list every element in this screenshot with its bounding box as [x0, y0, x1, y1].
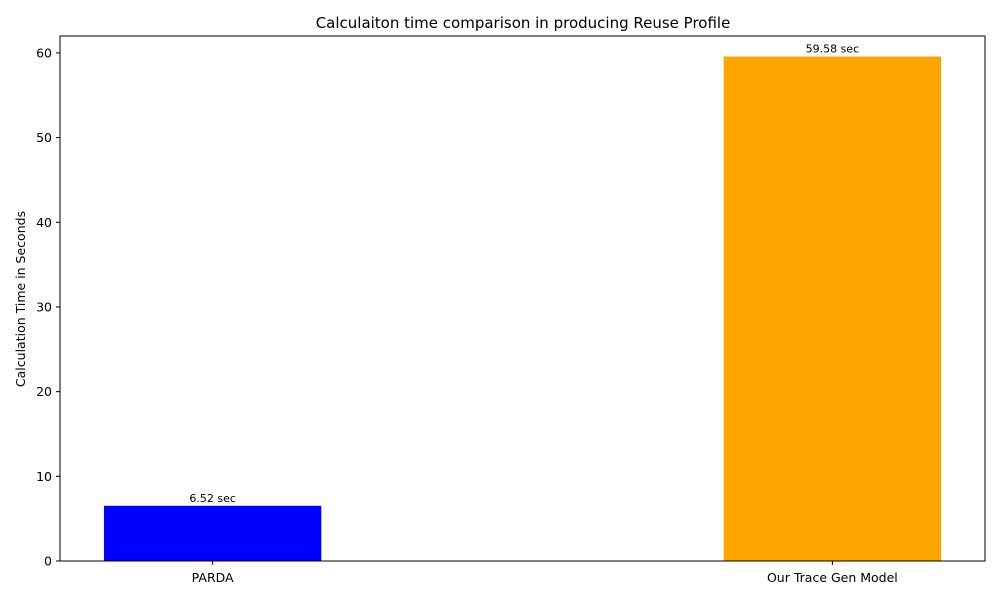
- y-tick-label: 10: [36, 469, 52, 484]
- y-tick-label: 30: [36, 299, 52, 314]
- y-tick-label: 60: [36, 45, 52, 60]
- y-axis-label: Calculation Time in Seconds: [13, 211, 28, 387]
- plot-frame: [59, 35, 986, 562]
- bar-our-trace-gen-model: [723, 56, 942, 561]
- data-label: 59.58 sec: [806, 42, 860, 55]
- bars-layer: [103, 56, 942, 561]
- ticks-layer: PARDA Our Trace Gen Model 0 10 20 30 40 50 60: [36, 45, 898, 585]
- data-labels-layer: 6.52 sec 59.58 sec: [189, 42, 859, 504]
- data-label: 6.52 sec: [189, 492, 236, 505]
- y-tick-label: 40: [36, 215, 52, 230]
- bar-parda: [103, 505, 322, 561]
- y-tick-label: 20: [36, 384, 52, 399]
- x-tick-label: PARDA: [192, 570, 234, 585]
- y-tick-label: 50: [36, 130, 52, 145]
- y-tick-label: 0: [44, 554, 52, 569]
- chart-title: Calculaiton time comparison in producing…: [316, 14, 731, 32]
- x-tick-label: Our Trace Gen Model: [767, 570, 898, 585]
